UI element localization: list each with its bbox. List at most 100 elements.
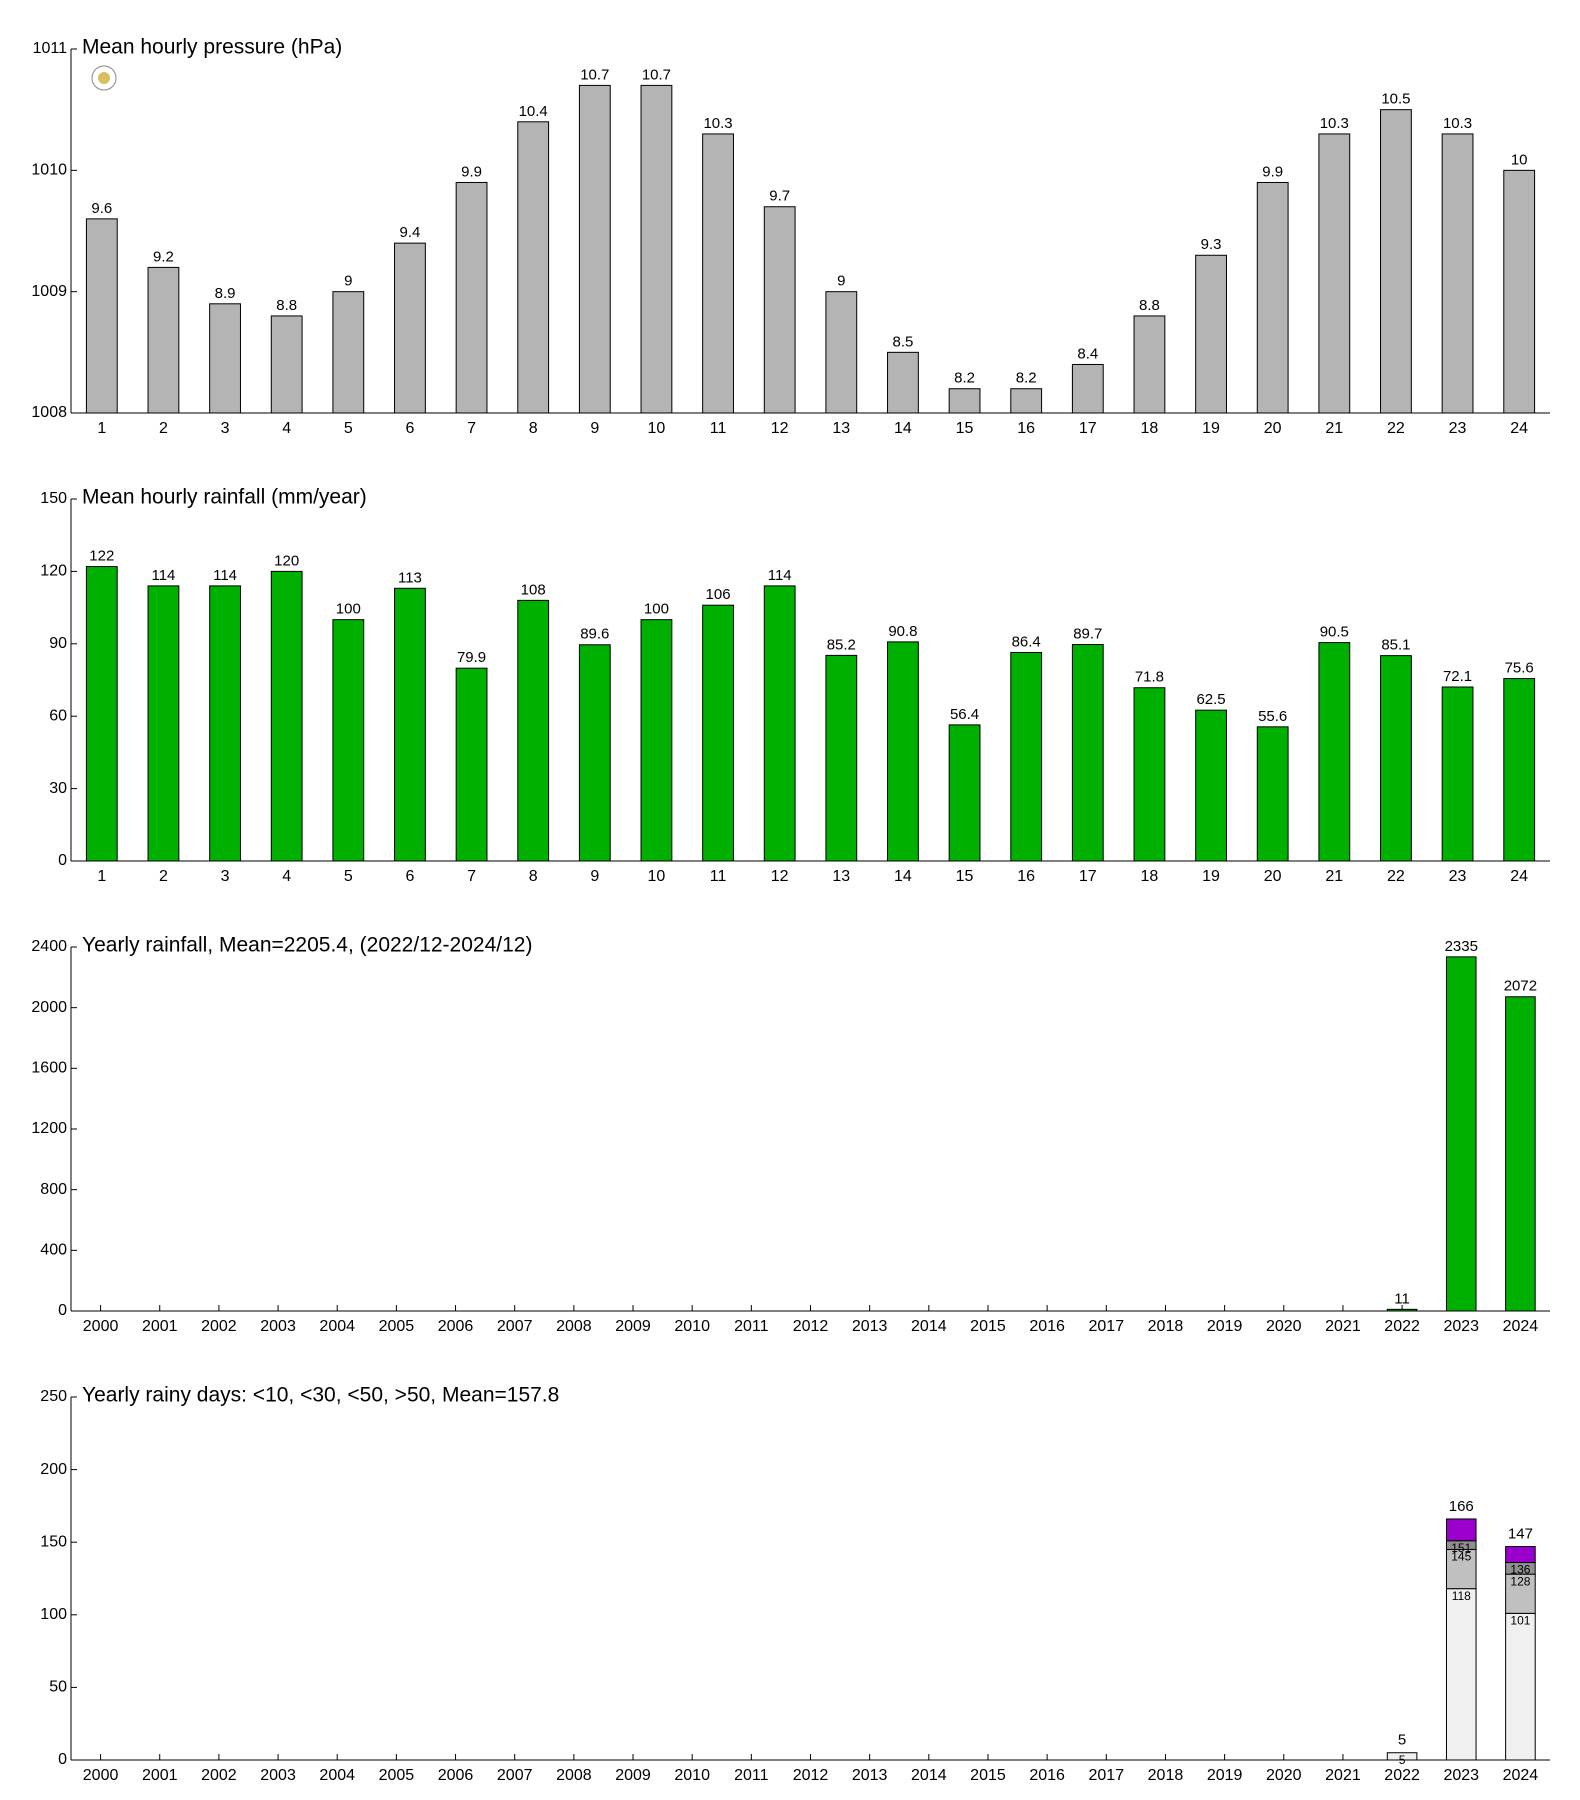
x-tick-label: 2000 <box>83 1767 119 1784</box>
x-tick-label: 2006 <box>438 1767 474 1784</box>
bar <box>702 133 734 414</box>
bar <box>147 266 180 414</box>
value-label: 10 <box>1511 151 1528 168</box>
value-label: 8.4 <box>1077 345 1098 362</box>
bar <box>1195 254 1227 414</box>
y-tick-label: 400 <box>40 1242 67 1259</box>
bar <box>763 206 796 414</box>
bar <box>578 84 611 414</box>
bar <box>270 315 303 414</box>
segment-label: 136 <box>1510 1563 1530 1577</box>
value-label: 10.3 <box>1320 115 1349 132</box>
bar <box>887 641 919 862</box>
total-label: 5 <box>1398 1732 1406 1749</box>
bar <box>887 351 919 414</box>
bar <box>209 585 241 862</box>
segment-label: 118 <box>1452 1589 1471 1603</box>
x-tick-label: 13 <box>832 420 850 437</box>
y-tick-label: 2000 <box>31 999 67 1016</box>
value-label: 9.7 <box>769 188 790 205</box>
bar <box>1380 109 1412 414</box>
value-label: 9.9 <box>1262 163 1283 180</box>
value-label: 9.4 <box>400 224 421 241</box>
x-tick-label: 7 <box>467 868 476 885</box>
x-tick-label: 9 <box>590 868 599 885</box>
x-tick-label: 2015 <box>970 1318 1006 1335</box>
value-label: 9.9 <box>461 163 482 180</box>
y-tick-label: 200 <box>40 1461 67 1478</box>
value-label: 86.4 <box>1012 633 1041 650</box>
bar <box>702 604 734 862</box>
x-tick-label: 2 <box>159 868 168 885</box>
value-label: 114 <box>768 567 792 584</box>
x-tick-label: 16 <box>1017 420 1035 437</box>
chart-title: Yearly rainfall, Mean=2205.4, (2022/12-2… <box>82 934 532 957</box>
segment-label: 5 <box>1399 1753 1406 1767</box>
x-tick-label: 2016 <box>1029 1767 1065 1784</box>
y-tick-label: 1011 <box>33 40 68 57</box>
segment-label: 101 <box>1510 1614 1530 1628</box>
bar-segment <box>1445 1518 1477 1542</box>
value-label: 72.1 <box>1443 668 1472 685</box>
x-tick-label: 5 <box>344 868 353 885</box>
x-tick-label: 12 <box>771 868 789 885</box>
y-tick-label: 250 <box>40 1388 67 1405</box>
bar <box>455 181 488 414</box>
y-tick-label: 2400 <box>31 938 67 955</box>
bar <box>1380 655 1412 862</box>
bar <box>517 121 550 414</box>
x-tick-label: 19 <box>1202 868 1220 885</box>
bar <box>1133 687 1166 862</box>
x-tick-label: 2003 <box>260 1318 296 1335</box>
x-tick-label: 2000 <box>83 1318 119 1335</box>
value-label: 9.6 <box>91 200 112 217</box>
x-tick-label: 8 <box>529 420 538 437</box>
x-tick-label: 18 <box>1141 868 1159 885</box>
bar <box>1503 678 1536 862</box>
value-label: 90.5 <box>1320 624 1349 641</box>
y-tick-label: 50 <box>49 1679 67 1696</box>
y-tick-label: 1008 <box>31 404 67 421</box>
value-label: 10.7 <box>642 66 671 83</box>
x-tick-label: 10 <box>648 420 666 437</box>
x-tick-label: 2006 <box>438 1318 474 1335</box>
x-tick-label: 2008 <box>556 1767 592 1784</box>
bar-segment <box>1505 1612 1536 1761</box>
value-label: 8.2 <box>1016 370 1037 387</box>
x-tick-label: 2018 <box>1148 1318 1184 1335</box>
bar-segment <box>1386 1752 1418 1761</box>
x-tick-label: 2022 <box>1384 1767 1420 1784</box>
bar <box>1318 642 1351 862</box>
x-tick-label: 23 <box>1449 868 1467 885</box>
x-tick-label: 22 <box>1387 420 1405 437</box>
bar-segment <box>1445 1588 1477 1761</box>
value-label: 113 <box>398 569 422 586</box>
x-tick-label: 8 <box>529 868 538 885</box>
y-tick-label: 1200 <box>31 1120 67 1137</box>
value-label: 10.3 <box>1443 115 1472 132</box>
bar <box>578 644 611 862</box>
x-tick-label: 2002 <box>201 1318 237 1335</box>
y-tick-label: 90 <box>49 635 67 652</box>
x-tick-label: 2024 <box>1503 1767 1539 1784</box>
bar <box>1071 644 1104 862</box>
value-label: 2072 <box>1504 978 1537 995</box>
x-tick-label: 15 <box>956 868 974 885</box>
bar <box>1445 956 1477 1312</box>
x-tick-label: 2001 <box>142 1318 178 1335</box>
x-tick-label: 2009 <box>615 1318 651 1335</box>
bar <box>1441 686 1474 862</box>
value-label: 85.2 <box>827 636 856 653</box>
bar <box>1386 1308 1418 1312</box>
y-tick-label: 0 <box>58 1751 67 1768</box>
value-label: 10.7 <box>580 66 609 83</box>
x-tick-label: 5 <box>344 420 353 437</box>
value-label: 89.7 <box>1073 625 1102 642</box>
x-tick-label: 13 <box>832 868 850 885</box>
x-tick-label: 2001 <box>142 1767 178 1784</box>
x-tick-label: 2013 <box>852 1767 888 1784</box>
y-tick-label: 150 <box>40 490 67 507</box>
x-tick-label: 2015 <box>970 1767 1006 1784</box>
value-label: 8.9 <box>215 285 236 302</box>
